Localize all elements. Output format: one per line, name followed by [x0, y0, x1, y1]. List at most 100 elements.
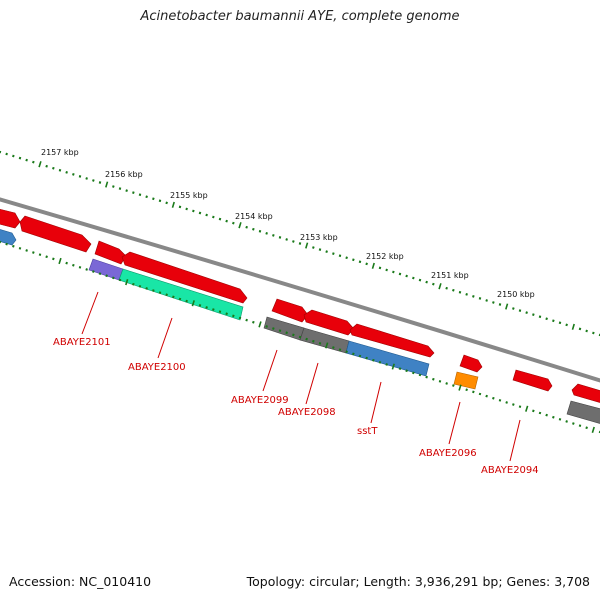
minor-tick — [52, 257, 55, 261]
minor-tick — [118, 187, 122, 190]
cds-feature[interactable] — [512, 369, 553, 392]
minor-tick — [92, 179, 95, 182]
minor-tick — [592, 331, 595, 335]
minor-tick — [345, 350, 348, 354]
minor-tick — [538, 315, 542, 319]
minor-tick — [578, 327, 582, 331]
minor-tick — [12, 154, 15, 158]
major-tick — [391, 363, 395, 370]
minor-tick — [212, 215, 215, 219]
cds-feature[interactable] — [0, 208, 21, 229]
minor-tick — [45, 164, 48, 168]
minor-tick — [332, 346, 335, 349]
major-tick — [105, 181, 109, 188]
minor-tick — [45, 255, 48, 259]
minor-tick — [232, 314, 235, 318]
minor-tick — [25, 249, 28, 252]
gene-label-leaders — [81, 291, 521, 462]
genome-backbone — [0, 197, 600, 383]
major-tick — [505, 303, 509, 310]
cds-feature[interactable] — [94, 240, 127, 265]
minor-tick — [272, 327, 275, 330]
minor-tick — [365, 262, 368, 266]
cds-feature[interactable] — [121, 251, 248, 304]
major-tick — [591, 426, 595, 433]
minor-tick — [432, 282, 435, 286]
cds-feature[interactable] — [19, 215, 92, 253]
map-title: Acinetobacter baumannii AYE, complete ge… — [140, 9, 460, 24]
minor-tick — [165, 293, 168, 297]
scale-label: 2156 kbp — [105, 170, 143, 179]
minor-tick — [498, 399, 502, 402]
minor-tick — [285, 331, 288, 335]
cds-feature[interactable] — [118, 268, 244, 321]
cds-feature[interactable] — [303, 309, 355, 336]
minor-tick — [12, 244, 15, 248]
minor-tick — [452, 288, 455, 292]
minor-tick — [472, 390, 475, 394]
minor-tick — [565, 323, 568, 327]
minor-tick — [72, 172, 75, 176]
minor-tick — [18, 156, 22, 160]
minor-tick — [545, 413, 548, 417]
minor-tick — [338, 254, 342, 258]
minor-tick — [5, 242, 8, 246]
minor-tick — [465, 292, 468, 296]
gene-label: ABAYE2098 — [278, 407, 336, 418]
minor-tick — [172, 295, 175, 299]
gene-label: ABAYE2094 — [481, 465, 539, 476]
minor-tick — [498, 303, 502, 306]
minor-tick — [145, 195, 148, 199]
minor-tick — [178, 205, 182, 209]
minor-tick — [485, 394, 488, 398]
minor-tick — [178, 297, 182, 301]
minor-tick — [78, 266, 82, 269]
minor-tick — [532, 313, 535, 317]
minor-tick — [505, 401, 508, 404]
minor-tick — [298, 335, 302, 339]
minor-tick — [65, 261, 68, 265]
scale-label: 2157 kbp — [41, 148, 79, 157]
minor-tick — [85, 177, 88, 180]
minor-tick — [398, 367, 402, 370]
minor-tick — [352, 352, 355, 356]
minor-tick — [218, 217, 222, 221]
minor-tick — [372, 358, 375, 362]
minor-tick — [225, 219, 228, 223]
minor-tick — [112, 276, 115, 280]
minor-tick — [185, 207, 188, 211]
major-tick — [305, 242, 309, 249]
minor-tick — [412, 276, 415, 280]
minor-tick — [92, 270, 95, 273]
minor-tick — [32, 251, 35, 254]
cds-feature[interactable] — [566, 400, 600, 425]
major-tick — [458, 384, 462, 391]
minor-tick — [138, 285, 142, 288]
minor-tick — [65, 170, 68, 174]
cds-feature[interactable] — [571, 383, 600, 404]
cds-feature[interactable] — [453, 371, 479, 390]
minor-tick — [358, 354, 362, 358]
cds-feature[interactable] — [349, 323, 435, 358]
minor-tick — [585, 329, 588, 333]
minor-tick — [245, 225, 248, 229]
minor-tick — [152, 197, 155, 201]
minor-tick — [425, 280, 428, 284]
scale-label: 2152 kbp — [366, 252, 404, 261]
reverse-strand-features — [0, 228, 600, 425]
minor-tick — [385, 268, 388, 272]
cds-feature[interactable] — [271, 298, 309, 323]
minor-tick — [478, 297, 482, 300]
cds-feature[interactable] — [0, 228, 17, 246]
cds-feature[interactable] — [459, 354, 483, 373]
minor-tick — [278, 329, 282, 332]
major-tick — [58, 257, 62, 265]
minor-tick — [292, 240, 295, 243]
minor-tick — [465, 388, 468, 392]
gene-label: ABAYE2096 — [419, 448, 477, 459]
minor-tick — [518, 309, 522, 312]
scale-label: 2155 kbp — [170, 191, 208, 200]
minor-tick — [425, 375, 428, 379]
minor-tick — [132, 191, 135, 195]
